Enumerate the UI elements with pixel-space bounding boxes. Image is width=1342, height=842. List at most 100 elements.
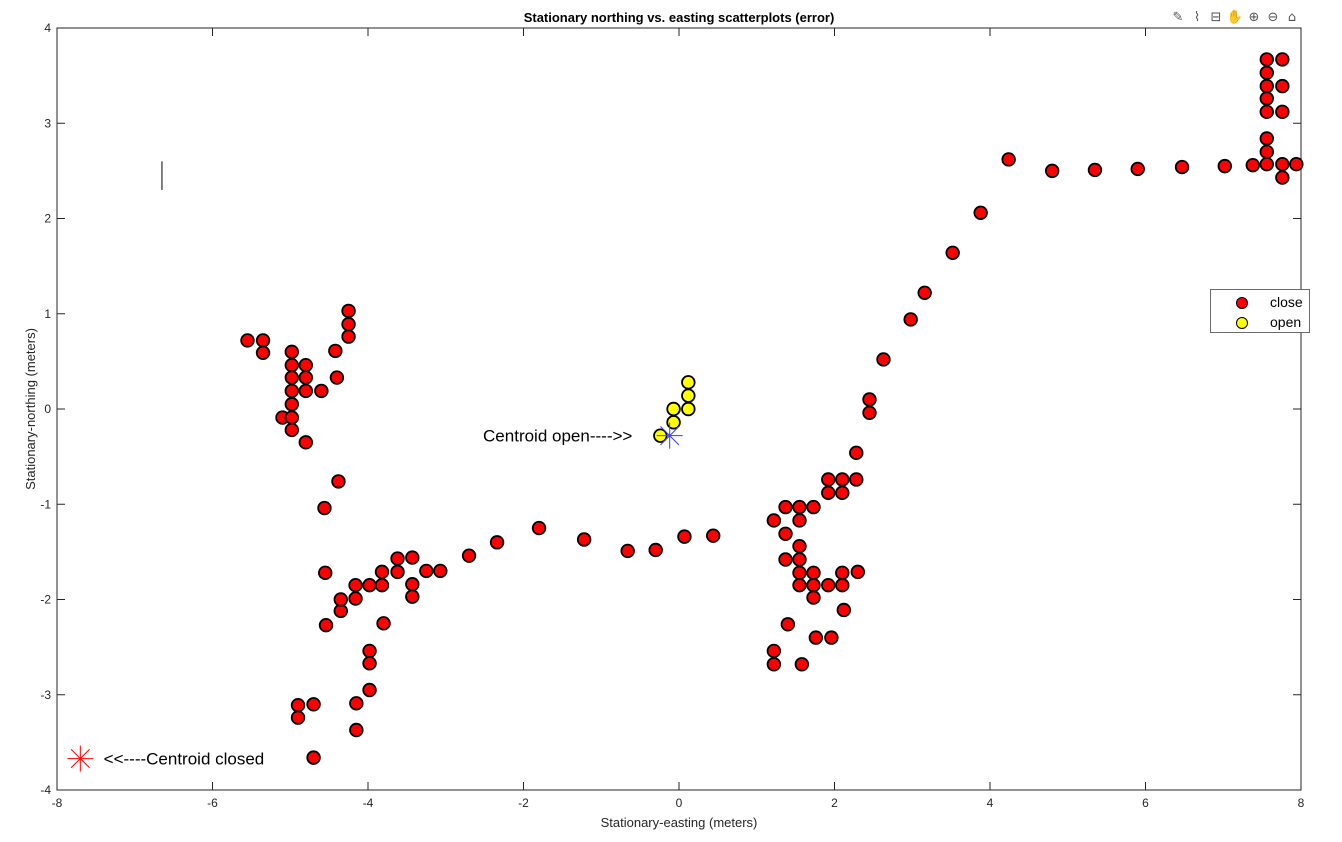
x-tick-label: 6: [1142, 796, 1149, 810]
data-point-close: [341, 329, 356, 344]
legend[interactable]: close open: [1210, 289, 1310, 333]
data-point-close: [1259, 131, 1274, 146]
data-point-close: [306, 750, 321, 765]
data-point-close: [794, 657, 810, 672]
x-tick-label: -8: [52, 796, 63, 810]
axes-toolbar: ✎ ⌇ ⊟ ✋ ⊕ ⊖ ⌂: [1170, 8, 1300, 28]
data-point-close: [284, 397, 300, 412]
edit-icon[interactable]: ✎: [1172, 9, 1184, 25]
data-point-close: [329, 370, 345, 385]
data-point-close: [405, 589, 420, 604]
y-tick-label: 4: [44, 21, 51, 35]
data-point-close: [1044, 163, 1060, 179]
data-point-close: [405, 577, 420, 592]
data-point-close: [780, 617, 796, 632]
data-point-close: [862, 392, 877, 407]
data-point-close: [362, 682, 377, 698]
x-tick-label: 4: [987, 796, 994, 810]
data-point-close: [1259, 65, 1274, 80]
data-point-close: [835, 565, 850, 581]
centroid-stroke: [660, 426, 680, 446]
data-point-close: [973, 205, 988, 220]
scatter-points: [240, 52, 1304, 765]
data-point-close: [362, 578, 377, 593]
data-point-close: [1259, 144, 1274, 160]
data-point-close: [1275, 170, 1290, 185]
data-point-close: [1174, 159, 1190, 175]
data-point-open: [681, 375, 696, 390]
data-point-close: [290, 698, 306, 713]
data-point-close: [390, 564, 405, 580]
data-point-close: [766, 513, 782, 528]
brush-icon[interactable]: ⌇: [1193, 9, 1201, 25]
legend-marker-close: [1236, 297, 1248, 309]
data-point-close: [677, 529, 692, 544]
data-point-close: [419, 563, 434, 579]
data-point-close: [298, 357, 314, 373]
centroid-marks: [67, 422, 683, 772]
data-point-close: [1259, 104, 1274, 120]
annotation-centroid-open: Centroid open---->>: [483, 427, 632, 446]
centroid-open-mark: [656, 422, 683, 449]
data-point-close: [1259, 78, 1274, 94]
pan-icon[interactable]: ✋: [1226, 9, 1244, 25]
data-point-close: [349, 722, 364, 738]
data-point-close: [1001, 152, 1016, 167]
data-point-close: [850, 564, 866, 580]
data-point-close: [1130, 161, 1145, 177]
data-point-close: [792, 513, 807, 528]
data-point-close: [821, 472, 836, 487]
data-point-close: [821, 578, 836, 593]
data-point-close: [862, 405, 877, 421]
data-point-close: [531, 520, 547, 536]
data-point-close: [766, 643, 782, 659]
legend-marker-open: [1236, 317, 1248, 329]
data-point-close: [1275, 52, 1290, 67]
data-point-close: [806, 565, 821, 581]
legend-item-close: close: [1211, 293, 1309, 313]
data-point-close: [255, 345, 271, 361]
data-point-close: [341, 317, 356, 332]
data-point-close: [778, 526, 793, 541]
data-point-close: [317, 500, 332, 516]
x-tick-label: -6: [207, 796, 218, 810]
y-axis-label: Stationary-northing (meters): [23, 328, 38, 490]
data-point-close: [778, 552, 793, 567]
data-point-close: [1217, 158, 1233, 174]
data-point-close: [808, 630, 824, 645]
data-point-close: [284, 410, 300, 425]
x-tick-label: 8: [1298, 796, 1305, 810]
zoom-out-icon[interactable]: ⊖: [1267, 9, 1279, 25]
data-point-close: [806, 499, 821, 515]
data-point-close: [318, 618, 334, 633]
y-tick-label: 0: [44, 402, 51, 416]
data-point-close: [945, 245, 960, 260]
data-point-close: [821, 485, 836, 501]
data-point-close: [390, 551, 405, 566]
x-tick-label: -2: [518, 796, 529, 810]
data-point-close: [290, 710, 306, 725]
data-point-close: [331, 474, 346, 489]
data-point-close: [835, 578, 850, 593]
data-point-close: [835, 485, 850, 501]
data-point-close: [284, 344, 300, 360]
data-point-close: [333, 592, 348, 607]
data-point-close: [489, 535, 505, 550]
zoom-in-icon[interactable]: ⊕: [1248, 9, 1260, 25]
data-point-close: [824, 630, 839, 645]
home-icon[interactable]: ⌂: [1287, 9, 1297, 25]
data-point-close: [1259, 52, 1274, 67]
x-tick-label: -4: [363, 796, 374, 810]
data-point-close: [349, 696, 364, 711]
data-point-close: [849, 472, 864, 487]
data-point-close: [1275, 78, 1290, 94]
centroid-stroke: [70, 749, 90, 769]
data-point-close: [792, 552, 807, 567]
data-point-close: [314, 383, 329, 399]
data-point-close: [328, 343, 343, 359]
x-axis-label: Stationary-easting (meters): [601, 815, 758, 830]
datatip-icon[interactable]: ⊟: [1210, 9, 1222, 25]
data-point-close: [1259, 157, 1274, 172]
data-point-close: [284, 370, 300, 385]
annotations: <<----Centroid closed Centroid open---->>: [104, 427, 633, 769]
